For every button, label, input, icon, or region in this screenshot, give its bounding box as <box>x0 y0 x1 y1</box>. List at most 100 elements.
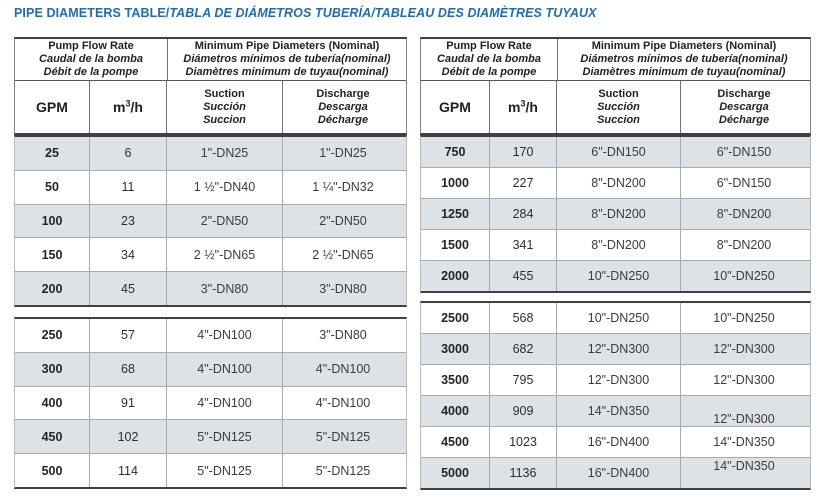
m3h-unit: /h <box>525 99 538 115</box>
discharge-cell: 6"-DN150 <box>716 176 772 190</box>
m3h-cell: 68 <box>90 352 167 386</box>
m3h-cell: 57 <box>90 318 167 352</box>
m3h-label: m3/h <box>508 99 538 115</box>
discharge-cell: 10"-DN250 <box>713 269 775 283</box>
m3h-unit: /h <box>130 99 143 115</box>
page-title-en: PIPE DIAMETERS TABLE/ <box>14 6 170 20</box>
suction-cell: 8"-DN200 <box>557 230 681 260</box>
suction-column-header: Suction Succión Succion <box>167 81 283 133</box>
table-row: 3500 795 12"-DN300 12"-DN300 <box>421 364 810 395</box>
diameters-label-fr: Diamètres minimum de tuyau(nominal) <box>582 66 786 78</box>
discharge-cell: 5"-DN125 <box>315 429 371 444</box>
suction-cell: 5"-DN125 <box>167 454 283 487</box>
table-header: Pump Flow Rate Caudal de la bomba Débit … <box>14 37 407 135</box>
gpm-cell: 4500 <box>421 427 490 457</box>
table-row: 5000 1136 16"-DN400 14"-DN350 <box>421 457 810 488</box>
discharge-cell: 5"-DN125 <box>315 463 371 478</box>
gpm-cell: 250 <box>15 318 90 352</box>
suction-cell: 5"-DN125 <box>167 420 283 454</box>
gpm-label: GPM <box>439 99 471 115</box>
table-row: 150 34 2 ½"-DN65 2 ½"-DN65 <box>15 237 406 272</box>
m3h-cell: 1023 <box>490 427 557 457</box>
suction-cell: 8"-DN200 <box>557 199 681 229</box>
rows-group: 2500 568 10"-DN250 10"-DN250 3000 682 12"-DN30… <box>421 303 810 488</box>
m3h-label: m3/h <box>113 99 143 115</box>
gpm-cell: 750 <box>421 137 490 167</box>
discharge-label-es: Descarga <box>318 100 368 113</box>
discharge-cell: 1 ¼"-DN32 <box>312 180 374 195</box>
discharge-column-header: Discharge Descarga Décharge <box>283 81 403 133</box>
diameters-label-en: Minimum Pipe Diameters (Nominal) <box>194 40 380 52</box>
flow-rate-label-en: Pump Flow Rate <box>446 40 532 52</box>
table-row: 4500 1023 16"-DN400 14"-DN350 <box>421 426 810 457</box>
discharge-label-en: Discharge <box>316 87 370 100</box>
gpm-cell: 1250 <box>421 199 490 229</box>
header-units-row: GPM m3/h Suction Succión Succion Dischar… <box>421 81 810 133</box>
gpm-cell: 50 <box>15 170 90 204</box>
gpm-column-header: GPM <box>15 81 90 133</box>
table-row: 1500 341 8"-DN200 8"-DN200 <box>421 229 810 260</box>
flow-rate-header: Pump Flow Rate Caudal de la bomba Débit … <box>421 39 558 80</box>
suction-cell: 10"-DN250 <box>557 261 681 291</box>
m3h-cell: 568 <box>490 303 557 333</box>
discharge-cell: 14"-DN350 <box>713 459 775 473</box>
gpm-cell: 3000 <box>421 334 490 364</box>
suction-column-header: Suction Succión Succion <box>557 81 681 133</box>
table-row: 250 57 4"-DN100 3"-DN80 <box>15 318 406 352</box>
m3h-superscript: 3 <box>520 98 526 109</box>
discharge-cell: 14"-DN350 <box>713 435 775 449</box>
discharge-label-fr: Décharge <box>718 113 770 126</box>
block-gap <box>420 293 811 301</box>
m3h-base: m <box>113 99 126 115</box>
suction-cell: 4"-DN100 <box>167 352 283 386</box>
gpm-cell: 4000 <box>421 396 490 426</box>
suction-cell: 12"-DN300 <box>557 334 681 364</box>
discharge-cell: 1"-DN25 <box>319 146 367 161</box>
gpm-cell: 500 <box>15 454 90 487</box>
rows-group: 750 170 6"-DN150 6"-DN150 1000 227 8"-DN200 6"-… <box>421 137 810 291</box>
table-row: 400 91 4"-DN100 4"-DN100 <box>15 385 406 420</box>
page-title: PIPE DIAMETERS TABLE/TABLA DE DIÁMETROS … <box>14 6 817 20</box>
discharge-cell: 12"-DN300 <box>713 373 775 387</box>
m3h-column-header: m3/h <box>90 81 167 133</box>
m3h-cell: 455 <box>490 261 557 291</box>
suction-label-en: Suction <box>598 87 639 100</box>
flow-rate-label-fr: Débit de la pompe <box>43 66 139 78</box>
discharge-label-es: Descarga <box>719 100 769 113</box>
suction-cell: 4"-DN100 <box>167 318 283 352</box>
pipe-diameters-table-low-flow: Pump Flow Rate Caudal de la bomba Débit … <box>14 37 407 489</box>
pipe-diameters-table-high-flow: Pump Flow Rate Caudal de la bomba Débit … <box>420 37 811 490</box>
table-row: 3000 682 12"-DN300 12"-DN300 <box>421 333 810 364</box>
flow-rate-label-es: Caudal de la bomba <box>437 53 541 65</box>
discharge-cell: 2 ½"-DN65 <box>312 247 374 262</box>
m3h-cell: 795 <box>490 365 557 395</box>
table-row: 750 170 6"-DN150 6"-DN150 <box>421 137 810 167</box>
discharge-cell: 12"-DN300 <box>713 412 775 426</box>
flow-rate-header: Pump Flow Rate Caudal de la bomba Débit … <box>15 39 168 80</box>
suction-label-en: Suction <box>204 87 245 100</box>
header-group-row: Pump Flow Rate Caudal de la bomba Débit … <box>421 39 810 81</box>
gpm-label: GPM <box>36 99 68 115</box>
table-row: 4000 909 14"-DN350 12"-DN300 <box>421 395 810 426</box>
suction-cell: 1"-DN25 <box>167 137 283 170</box>
suction-cell: 2 ½"-DN65 <box>167 238 283 272</box>
m3h-superscript: 3 <box>125 98 131 109</box>
m3h-cell: 114 <box>90 454 167 487</box>
diameters-label-es: Diámetros mínimos de tubería(nominal) <box>580 53 788 65</box>
discharge-cell: 10"-DN250 <box>713 311 775 325</box>
table-row: 2500 568 10"-DN250 10"-DN250 <box>421 303 810 333</box>
discharge-label-en: Discharge <box>717 87 771 100</box>
gpm-cell: 200 <box>15 272 90 305</box>
discharge-column-header: Discharge Descarga Décharge <box>681 81 807 133</box>
high-flow-block-1: 750 170 6"-DN150 6"-DN150 1000 227 8"-DN200 6"-… <box>420 135 811 293</box>
discharge-cell: 8"-DN200 <box>716 207 772 221</box>
m3h-cell: 341 <box>490 230 557 260</box>
gpm-cell: 2000 <box>421 261 490 291</box>
suction-cell: 4"-DN100 <box>167 386 283 420</box>
table-row: 25 6 1"-DN25 1"-DN25 <box>15 137 406 170</box>
m3h-cell: 909 <box>490 396 557 426</box>
header-group-row: Pump Flow Rate Caudal de la bomba Débit … <box>15 39 406 81</box>
table-row: 1250 284 8"-DN200 8"-DN200 <box>421 198 810 229</box>
discharge-cell: 6"-DN150 <box>716 145 772 159</box>
table-row: 1000 227 8"-DN200 6"-DN150 <box>421 167 810 198</box>
